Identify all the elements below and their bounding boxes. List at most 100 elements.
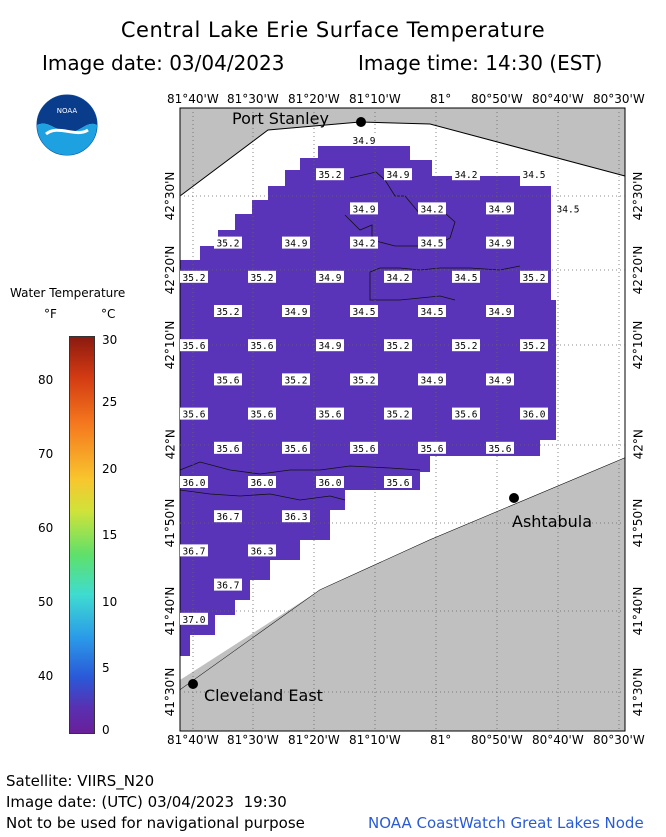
port-stanley-marker (356, 117, 366, 127)
south-land (180, 458, 625, 731)
temperature-value: 34.9 (285, 239, 308, 250)
temperature-label-box (384, 270, 412, 283)
temperature-label: 34.2 (418, 202, 446, 215)
temperature-value: 36.3 (251, 546, 274, 557)
temperature-label: 35.2 (384, 339, 412, 352)
temperature-value: 36.7 (183, 546, 206, 557)
temperature-value: 35.6 (251, 341, 274, 352)
temperature-label-box (180, 476, 208, 488)
temperature-value: 34.2 (387, 273, 410, 284)
temperature-label: 36.7 (180, 544, 208, 557)
temperature-value: 35.6 (353, 444, 376, 455)
city-port-stanley: Port Stanley (232, 109, 329, 128)
temperature-value: 35.6 (251, 410, 274, 421)
temperature-label-box (486, 202, 514, 215)
legend-unit-c: °C (101, 307, 116, 321)
temperature-label: 35.6 (350, 441, 378, 455)
temperature-label: 35.2 (520, 339, 548, 352)
temperature-label: 35.6 (452, 407, 480, 421)
image-time: Image time: 14:30 (EST) (358, 51, 603, 75)
temperature-label: 34.9 (316, 339, 344, 352)
temperature-value: 35.2 (183, 273, 206, 284)
temperature-label: 34.9 (486, 236, 514, 250)
temperature-label-box (350, 202, 378, 215)
temperature-label-box (180, 339, 208, 352)
legend-f-tick: 70 (38, 447, 54, 461)
cleveland-east-marker (188, 679, 198, 689)
temperature-label: 34.9 (384, 168, 412, 181)
lat-tick: 41°30'N (162, 667, 177, 717)
footer-satellite: Satellite: VIIRS_N20 (6, 772, 155, 790)
temperature-data-region (180, 140, 556, 656)
lon-tick: 81°10'W (349, 733, 401, 747)
temperature-label: 35.6 (214, 441, 242, 455)
temperature-value: 35.6 (387, 478, 410, 489)
temperature-label-box (282, 373, 310, 386)
temperature-label: 36.0 (248, 476, 276, 489)
temperature-label: 36.7 (214, 578, 242, 592)
temperature-label: 35.2 (350, 373, 378, 386)
temperature-value: 35.6 (455, 410, 478, 421)
temperature-label-box (214, 441, 242, 454)
legend-c-tick: 30 (102, 333, 118, 347)
temperature-label-box (452, 339, 480, 352)
temperature-value: 35.2 (319, 170, 342, 181)
temperature-label: 36.7 (214, 510, 242, 523)
temperature-label: 34.9 (486, 202, 514, 215)
temperature-label-box (520, 270, 548, 283)
temperature-label-box (214, 373, 242, 386)
lon-tick: 81°20'W (288, 733, 340, 747)
contour-south (179, 461, 421, 501)
temperature-label-box (452, 407, 480, 420)
temperature-label-box (418, 202, 446, 215)
legend-f-tick: 60 (38, 521, 54, 535)
temperature-label: 36.3 (282, 510, 310, 523)
temperature-label-box (214, 305, 242, 317)
temperature-label-box (316, 168, 344, 181)
legend-c-tick: 15 (102, 528, 118, 542)
temperature-label-box (418, 236, 446, 249)
temperature-label-box (248, 476, 276, 488)
ashtabula-marker (509, 493, 519, 503)
temperature-value: 36.0 (319, 478, 342, 489)
temperature-value: 35.2 (251, 273, 274, 284)
temperature-label-box (452, 270, 480, 283)
temperature-value: 36.3 (285, 512, 308, 523)
lon-tick: 81°30'W (227, 733, 279, 747)
temperature-label: 35.6 (486, 441, 514, 455)
temperature-value: 36.0 (183, 478, 206, 489)
footer-utc-date: Image date: (UTC) 03/04/2023 19:30 (6, 793, 287, 811)
temperature-label-box (248, 339, 276, 352)
temperature-label: 36.3 (248, 544, 276, 557)
temperature-label-box (418, 305, 446, 317)
temperature-label-box (350, 236, 378, 249)
contour-north (344, 171, 456, 247)
temperature-label-box (486, 305, 514, 317)
temperature-label-box (384, 168, 412, 181)
temperature-label: 35.2 (214, 236, 242, 250)
temperature-label: 34.2 (384, 270, 412, 284)
page-title: Central Lake Erie Surface Temperature (120, 18, 546, 42)
lon-tick: 80°40'W (532, 92, 584, 106)
temperature-label: 34.5 (452, 270, 480, 284)
legend-c-tick: 0 (102, 723, 110, 737)
lon-tick: 81°10'W (349, 92, 401, 106)
temperature-value: 34.5 (557, 204, 580, 215)
temperature-value: 34.9 (489, 204, 512, 215)
logo-text: NOAA (57, 107, 78, 115)
temperature-label: 34.9 (316, 270, 344, 284)
temperature-label: 34.5 (418, 305, 446, 318)
temperature-label: 35.2 (316, 168, 344, 181)
temperature-label: 35.6 (282, 441, 310, 455)
temperature-label-box (384, 339, 412, 352)
temperature-value: 34.9 (353, 136, 376, 147)
temperature-label: 34.5 (418, 236, 446, 250)
temperature-label-box (418, 441, 446, 454)
temperature-label: 35.2 (282, 373, 310, 386)
temperature-label: 35.2 (520, 270, 548, 284)
temperature-label-box (282, 236, 310, 249)
lat-tick: 42°20'N (630, 245, 645, 295)
temperature-label: 34.9 (486, 373, 514, 386)
temperature-label: 35.6 (214, 373, 242, 386)
temperature-label-box (486, 441, 514, 454)
